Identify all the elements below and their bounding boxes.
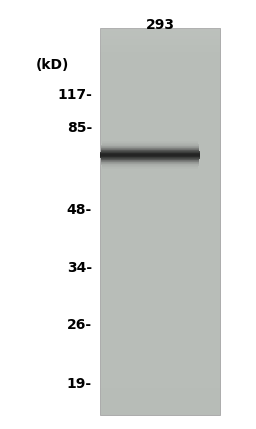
Bar [101,165,198,166]
Bar [100,402,220,403]
Text: (kD): (kD) [35,58,69,72]
Bar [101,151,199,152]
Bar [102,143,198,144]
Bar [100,40,220,42]
Bar [100,139,200,171]
Bar [101,158,199,159]
Bar [100,46,220,48]
Text: 48-: 48- [67,203,92,217]
Bar [101,145,199,146]
Bar [101,148,199,149]
Bar [100,142,200,168]
Bar [101,162,199,163]
Text: 85-: 85- [67,121,92,135]
Bar [100,42,220,43]
Bar [101,160,199,161]
Bar [100,45,220,46]
Bar [100,156,200,157]
Bar [100,48,220,49]
Bar [100,394,220,396]
Bar [100,153,200,154]
Bar [100,397,220,399]
Bar [100,28,220,30]
Bar [100,396,220,397]
Bar [102,166,198,167]
Bar [100,409,220,411]
Bar [100,145,200,165]
Bar [100,138,200,172]
Bar [100,149,200,161]
Bar [100,28,220,415]
Text: 26-: 26- [67,318,92,332]
Bar [102,142,198,143]
Bar [100,33,220,34]
Bar [101,147,199,148]
Bar [100,51,220,52]
Bar [100,141,200,169]
Bar [100,411,220,412]
Bar [100,405,220,406]
Bar [100,49,220,51]
Bar [100,57,220,58]
Bar [100,406,220,408]
Bar [102,168,198,169]
Bar [100,154,200,155]
Bar [100,54,220,55]
Bar [100,399,220,400]
Bar [101,159,199,160]
Text: 117-: 117- [57,88,92,102]
Bar [100,157,200,158]
Bar [100,400,220,402]
Bar [100,143,200,167]
Bar [101,163,199,164]
Bar [102,141,198,142]
Bar [100,390,220,391]
Bar [100,387,220,388]
Bar [101,164,199,165]
Bar [100,412,220,414]
Bar [100,36,220,37]
Bar [100,55,220,57]
Bar [100,37,220,39]
Bar [100,408,220,409]
Bar [101,146,199,147]
Bar [100,52,220,54]
Bar [100,393,220,394]
Bar [100,34,220,36]
Bar [100,403,220,405]
Bar [100,39,220,40]
Bar [100,148,200,162]
Bar [100,144,200,166]
Text: 19-: 19- [67,377,92,391]
Bar [101,144,198,145]
Text: 34-: 34- [67,261,92,275]
Text: 293: 293 [145,18,175,32]
Bar [101,150,199,151]
Bar [100,414,220,415]
Bar [101,161,199,162]
Bar [100,155,200,156]
Bar [100,388,220,390]
Bar [100,31,220,33]
Bar [100,152,200,153]
Bar [100,391,220,393]
Bar [102,167,198,168]
Bar [100,30,220,31]
Bar [101,149,199,150]
Bar [100,385,220,387]
Bar [100,43,220,45]
Bar [100,147,200,163]
